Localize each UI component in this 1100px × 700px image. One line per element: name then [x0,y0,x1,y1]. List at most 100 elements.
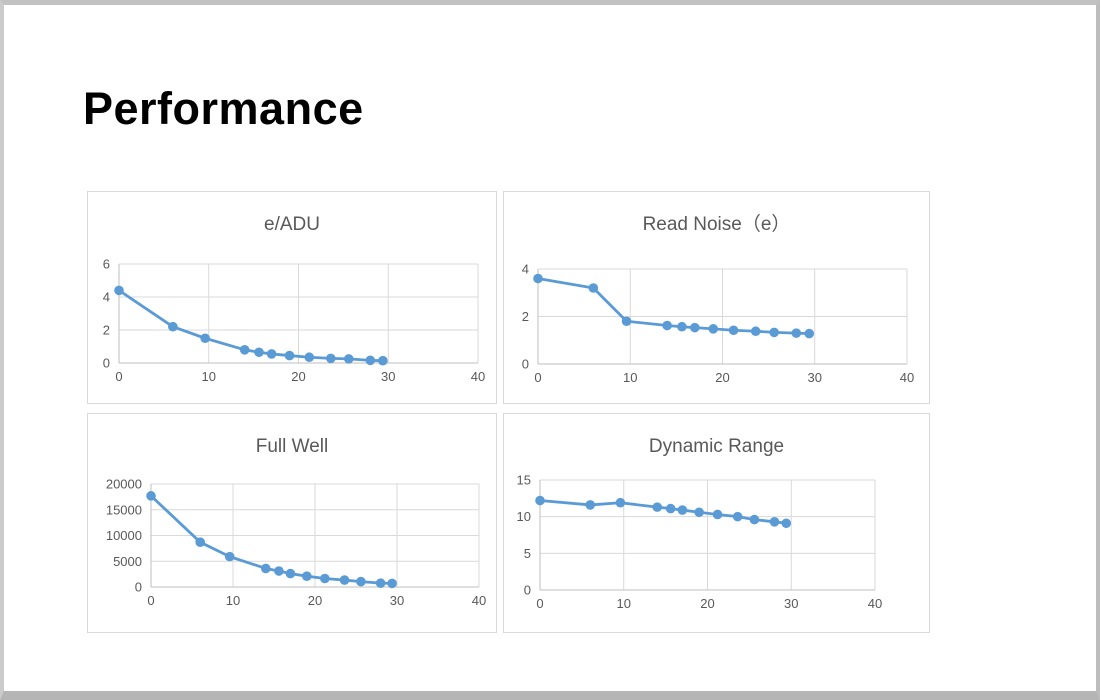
y-tick-label: 5 [524,546,531,561]
data-point-marker [533,273,543,284]
data-point-marker [304,352,315,363]
data-point-marker [378,355,388,366]
y-tick-label: 0 [524,583,531,598]
x-tick-label: 30 [784,596,798,611]
slide-title: Performance [83,83,364,134]
data-point-marker [356,576,366,587]
data-point-marker [168,321,178,332]
chart-full-well: 0 5000 10000 15000 20000 0 10 20 30 40 Full Well [87,413,497,633]
data-point-marker [712,509,723,520]
y-tick-label: 6 [103,257,110,272]
data-point-marker [200,333,210,344]
data-point-marker [326,353,336,364]
x-tick-label: 40 [868,596,882,611]
data-point-marker [621,316,632,327]
data-point-marker [690,322,700,333]
data-point-marker [224,551,235,562]
data-point-marker [146,491,156,501]
x-tick-label: 40 [471,369,485,384]
y-tick-label: 5000 [113,554,142,569]
data-point-marker [749,514,760,525]
x-tick-label: 30 [808,370,822,385]
x-tick-label: 20 [308,593,322,608]
y-tick-label: 15000 [106,502,142,517]
data-point-marker [652,502,663,512]
data-point-marker [769,327,779,338]
data-point-marker [387,578,397,589]
chart-dynamic-range-plot: 0 5 10 15 0 10 20 30 40 [517,473,883,612]
series-line [536,277,811,336]
y-tick-label: 4 [103,290,110,305]
x-tick-label: 30 [381,369,395,384]
data-point-marker [728,325,739,336]
x-tick-label: 10 [617,596,631,611]
x-tick-label: 20 [715,370,729,385]
data-point-marker [239,345,250,355]
chart-read-noise: 0 2 4 0 10 20 30 40 Read Noise（e） [503,191,930,404]
data-point-marker [588,283,599,293]
chart-full-well-title: Full Well [255,436,329,457]
data-point-marker [261,563,271,574]
chart-dynamic-range: 0 5 10 15 0 10 20 30 40 Dynamic Range [503,413,930,633]
data-point-marker [365,355,376,366]
y-tick-label: 2 [103,323,110,338]
x-tick-label: 0 [536,596,543,611]
data-point-marker [694,507,704,518]
x-tick-label: 0 [147,593,154,608]
data-point-marker [274,566,284,576]
data-point-marker [302,571,312,581]
data-point-marker [665,503,676,514]
x-tick-label: 20 [700,596,714,611]
x-tick-label: 30 [390,593,404,608]
data-point-marker [708,324,719,334]
data-point-marker [615,497,626,508]
y-tick-label: 10 [517,509,531,524]
y-tick-label: 0 [522,357,529,372]
series-line [149,494,394,585]
chart-eadu: 0 2 4 6 0 10 20 30 40 e/ADU [87,191,497,404]
chart-eadu-plot: 0 2 4 6 0 10 20 30 40 [103,257,485,385]
data-point-marker [750,326,761,337]
x-tick-label: 10 [202,369,216,384]
x-tick-label: 0 [115,369,122,384]
series-line [117,289,385,363]
y-tick-label: 10000 [106,528,142,543]
y-tick-label: 20000 [106,477,142,492]
data-point-marker [339,575,350,585]
data-point-marker [320,573,330,584]
data-point-marker [585,500,596,510]
data-point-marker [732,511,743,522]
y-tick-label: 4 [522,262,529,277]
data-point-marker [677,505,688,515]
data-point-marker [677,321,687,332]
data-point-marker [781,518,792,529]
data-point-marker [254,347,264,358]
y-tick-label: 15 [517,473,531,488]
chart-dynamic-range-title: Dynamic Range [648,436,785,457]
data-point-marker [791,328,802,338]
x-tick-label: 0 [534,370,541,385]
x-tick-label: 40 [900,370,914,385]
data-point-marker [266,349,277,359]
chart-eadu-title: e/ADU [264,214,320,235]
series-line [538,499,788,525]
data-point-marker [535,495,545,506]
data-point-marker [375,578,386,588]
data-point-marker [769,517,780,527]
data-point-marker [284,350,295,361]
data-point-marker [343,354,354,364]
x-tick-label: 10 [623,370,637,385]
data-point-marker [114,285,124,296]
data-point-marker [285,568,296,579]
y-tick-label: 0 [135,580,142,595]
x-tick-label: 20 [291,369,305,384]
data-point-marker [804,328,815,339]
y-tick-label: 0 [103,356,110,371]
data-point-marker [195,537,205,547]
y-tick-label: 2 [522,309,529,324]
x-tick-label: 10 [226,593,240,608]
x-tick-label: 40 [472,593,486,608]
data-point-marker [662,320,672,331]
